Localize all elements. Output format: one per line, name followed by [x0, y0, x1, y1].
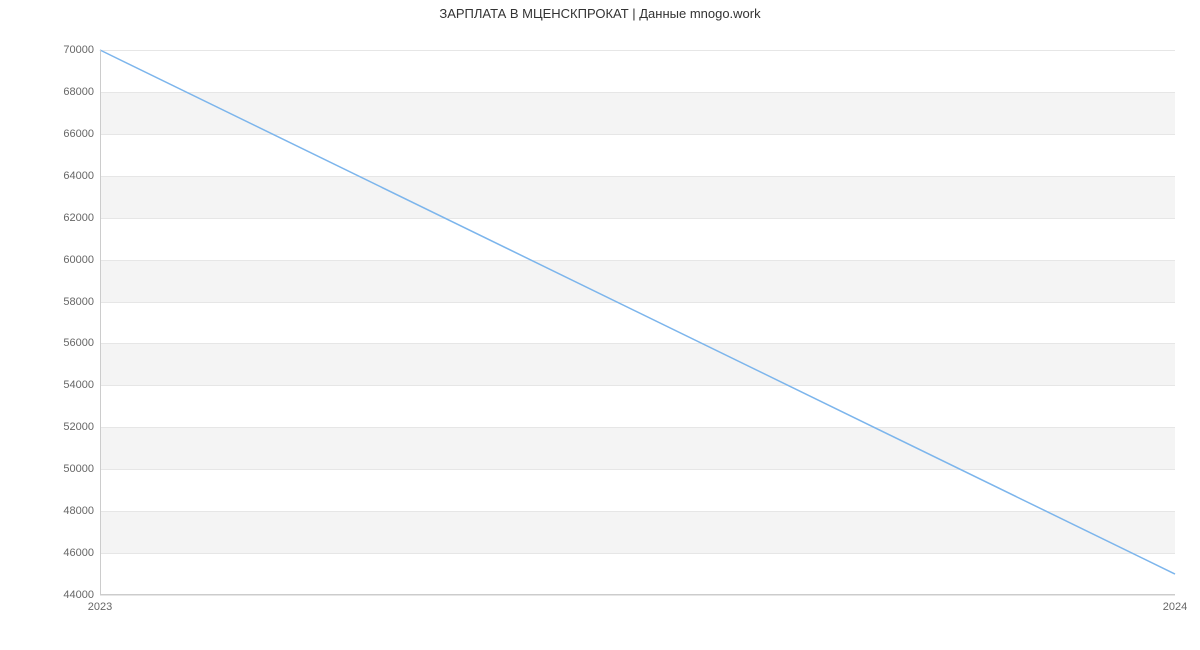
y-tick-label: 44000 [63, 589, 94, 601]
y-tick-label: 54000 [63, 379, 94, 391]
y-tick-label: 64000 [63, 170, 94, 182]
plot-area: 4400046000480005000052000540005600058000… [100, 50, 1175, 595]
x-tick-label: 2023 [88, 601, 112, 613]
y-tick-label: 46000 [63, 547, 94, 559]
y-tick-label: 60000 [63, 254, 94, 266]
y-tick-label: 70000 [63, 44, 94, 56]
y-gridline [100, 595, 1175, 596]
x-tick-label: 2024 [1163, 601, 1187, 613]
y-tick-label: 58000 [63, 296, 94, 308]
y-tick-label: 52000 [63, 421, 94, 433]
y-tick-label: 48000 [63, 505, 94, 517]
chart-container: ЗАРПЛАТА В МЦЕНСКПРОКАТ | Данные mnogo.w… [0, 0, 1200, 650]
y-tick-label: 50000 [63, 463, 94, 475]
chart-title: ЗАРПЛАТА В МЦЕНСКПРОКАТ | Данные mnogo.w… [0, 6, 1200, 21]
y-tick-label: 56000 [63, 337, 94, 349]
y-tick-label: 62000 [63, 212, 94, 224]
y-tick-label: 68000 [63, 86, 94, 98]
plot-border [100, 50, 1175, 595]
y-tick-label: 66000 [63, 128, 94, 140]
